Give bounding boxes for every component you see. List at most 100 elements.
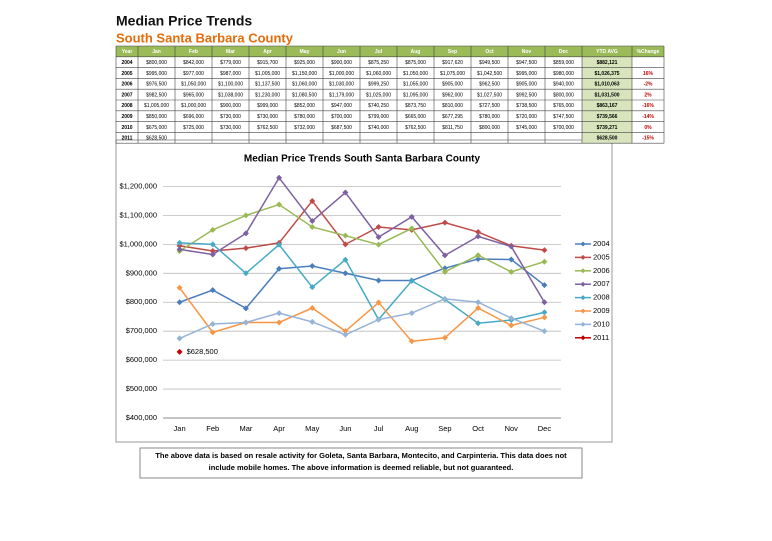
point — [176, 284, 183, 291]
x-tick-label: Aug — [405, 424, 418, 433]
y-tick-label: $800,000 — [126, 297, 157, 306]
point — [242, 270, 249, 277]
table-cell: $1,030,000 — [329, 82, 354, 88]
x-tick-label: Nov — [505, 424, 519, 433]
point — [342, 328, 349, 335]
table-cell: $882,121 — [597, 60, 618, 66]
series-line — [178, 287, 545, 343]
table-cell: $700,000 — [331, 114, 352, 120]
legend-label: 2004 — [593, 239, 610, 248]
table-cell: $738,500 — [516, 103, 537, 109]
table-cell: $852,000 — [294, 103, 315, 109]
series-line — [179, 176, 546, 303]
table-cell: $905,000 — [516, 82, 537, 88]
y-tick-label: $900,000 — [126, 268, 157, 277]
point — [475, 229, 482, 236]
point — [209, 248, 216, 255]
point — [209, 251, 216, 258]
point — [541, 247, 548, 254]
table-cell: $745,000 — [516, 125, 537, 131]
table-cell: $842,000 — [183, 60, 204, 66]
table-cell: $1,150,000 — [292, 71, 317, 77]
table-cell: $995,000 — [146, 71, 167, 77]
table-header: Jul — [375, 49, 383, 55]
point — [375, 241, 382, 248]
point — [276, 241, 283, 248]
point — [342, 232, 349, 239]
legend-marker — [580, 335, 586, 341]
table-header: Dec — [559, 49, 568, 55]
x-tick-label: Jul — [374, 424, 384, 433]
table-cell: $1,075,000 — [440, 71, 465, 77]
point — [342, 270, 349, 277]
table-header: Jun — [337, 49, 346, 55]
point — [408, 310, 415, 317]
x-tick-label: Mar — [239, 424, 252, 433]
table-cell: $875,250 — [368, 60, 389, 66]
table-cell: -16% — [642, 103, 654, 109]
table-header: Sep — [448, 49, 457, 55]
point — [176, 246, 183, 253]
table-cell: $987,000 — [220, 71, 241, 77]
table-cell: $900,000 — [331, 60, 352, 66]
table-cell: $917,620 — [442, 60, 463, 66]
page-title: Median Price Trends — [116, 13, 252, 29]
footnote: The above data is based on resale activi… — [155, 451, 567, 460]
table-cell: $730,000 — [220, 114, 241, 120]
point — [375, 299, 382, 306]
point — [342, 331, 349, 338]
point — [176, 299, 183, 306]
data-label: $628,500 — [187, 347, 218, 356]
footnote: include mobile homes. The above informat… — [209, 463, 514, 472]
legend-label: 2006 — [593, 266, 610, 275]
table-cell: $962,500 — [479, 82, 500, 88]
series-line — [179, 199, 545, 252]
x-tick-label: Jan — [174, 424, 186, 433]
table-cell: $875,000 — [405, 60, 426, 66]
point — [408, 213, 415, 220]
table-cell: $976,500 — [146, 82, 167, 88]
table-cell: $873,750 — [405, 103, 426, 109]
point — [242, 230, 249, 237]
table-cell: $982,500 — [146, 92, 167, 98]
point — [541, 309, 548, 316]
point — [441, 295, 448, 302]
table-cell: $762,500 — [405, 125, 426, 131]
legend-label: 2005 — [593, 252, 610, 261]
table-cell: $1,031,500 — [594, 92, 619, 98]
table-cell: $1,050,000 — [181, 82, 206, 88]
point — [276, 174, 283, 181]
table-cell: $700,000 — [553, 125, 574, 131]
point — [209, 320, 216, 327]
table-cell: $940,000 — [553, 82, 574, 88]
x-tick-label: Apr — [273, 424, 285, 433]
table-header: Year — [122, 49, 133, 55]
legend-marker — [580, 281, 586, 287]
table-cell: 0% — [644, 125, 652, 131]
table-cell: $965,000 — [183, 92, 204, 98]
table-cell: $980,000 — [553, 71, 574, 77]
y-tick-label: $1,200,000 — [119, 181, 157, 190]
point — [441, 252, 448, 259]
y-tick-label: $1,000,000 — [119, 239, 157, 248]
table-cell: $687,500 — [331, 125, 352, 131]
legend-label: 2008 — [593, 293, 610, 302]
table-cell: $740,000 — [368, 125, 389, 131]
point — [176, 239, 183, 246]
table-cell: $999,250 — [368, 82, 389, 88]
table-cell: $850,000 — [146, 114, 167, 120]
table-cell: $1,230,000 — [255, 92, 280, 98]
y-tick-label: $500,000 — [126, 384, 157, 393]
table-cell: $780,000 — [479, 114, 500, 120]
point — [441, 219, 448, 226]
table-header: Oct — [485, 49, 494, 55]
x-tick-label: Oct — [472, 424, 485, 433]
point — [242, 245, 249, 252]
x-tick-label: Sep — [438, 424, 451, 433]
table-cell: $1,042,500 — [477, 71, 502, 77]
table-header: Mar — [226, 49, 235, 55]
table-cell: $810,000 — [442, 103, 463, 109]
table-cell: $1,005,000 — [255, 71, 280, 77]
table-cell: $780,000 — [294, 114, 315, 120]
point — [475, 252, 482, 259]
